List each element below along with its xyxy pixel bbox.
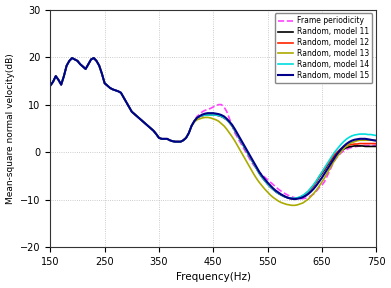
Random, model 15 [254, 166, 259, 169]
Legend: Frame periodicity, Random, model 11, Random, model 12, Random, model 13, Random,: Frame periodicity, Random, model 11, Ran… [275, 13, 372, 83]
Random, model 11 [271, 187, 275, 191]
Random, model 14 [357, 132, 362, 136]
Random, model 13 [83, 67, 88, 71]
Random, model 14 [189, 124, 194, 128]
Random, model 14 [374, 134, 378, 137]
Random, model 12 [271, 187, 275, 191]
Random, model 15 [70, 56, 74, 60]
Random, model 11 [83, 67, 88, 71]
Random, model 12 [48, 84, 53, 87]
Random, model 15 [374, 139, 378, 143]
Frame periodicity [374, 143, 378, 147]
Random, model 14 [70, 56, 74, 60]
Random, model 14 [287, 196, 292, 200]
Line: Random, model 14: Random, model 14 [50, 58, 376, 198]
Random, model 13 [70, 56, 74, 60]
Random, model 13 [374, 139, 378, 142]
Random, model 13 [271, 196, 275, 199]
Random, model 11 [189, 124, 194, 128]
Random, model 14 [271, 187, 275, 191]
Frame periodicity [357, 144, 362, 148]
Frame periodicity [189, 124, 194, 128]
Random, model 14 [48, 84, 53, 87]
Random, model 15 [189, 124, 194, 128]
Line: Random, model 15: Random, model 15 [50, 58, 376, 199]
Line: Random, model 12: Random, model 12 [50, 58, 376, 199]
Random, model 13 [254, 177, 259, 181]
Random, model 11 [127, 105, 131, 109]
Random, model 12 [70, 56, 74, 60]
Random, model 11 [48, 84, 53, 87]
Random, model 14 [254, 167, 259, 170]
Random, model 13 [127, 105, 131, 109]
Random, model 13 [290, 204, 294, 207]
Random, model 13 [189, 124, 194, 128]
Frame periodicity [298, 197, 303, 200]
Frame periodicity [254, 167, 259, 170]
Frame periodicity [271, 183, 275, 186]
Random, model 15 [48, 84, 53, 87]
Random, model 11 [254, 167, 259, 170]
Random, model 13 [48, 84, 53, 87]
Random, model 15 [357, 137, 362, 141]
Random, model 11 [290, 197, 294, 200]
Random, model 12 [374, 142, 378, 145]
X-axis label: Frequency(Hz): Frequency(Hz) [176, 272, 251, 283]
Random, model 12 [83, 67, 88, 71]
Random, model 15 [83, 67, 88, 71]
Frame periodicity [127, 105, 131, 109]
Random, model 12 [127, 105, 131, 109]
Line: Random, model 11: Random, model 11 [50, 58, 376, 199]
Random, model 12 [189, 124, 194, 128]
Random, model 12 [254, 167, 259, 170]
Random, model 15 [292, 198, 297, 201]
Random, model 13 [357, 139, 362, 142]
Random, model 15 [271, 187, 275, 190]
Random, model 12 [290, 197, 294, 200]
Random, model 11 [374, 145, 378, 148]
Line: Frame periodicity: Frame periodicity [50, 58, 376, 199]
Random, model 15 [127, 105, 131, 109]
Random, model 12 [357, 142, 362, 145]
Frame periodicity [70, 56, 74, 60]
Random, model 14 [127, 105, 131, 109]
Y-axis label: Mean-square normal velocity(dB): Mean-square normal velocity(dB) [5, 53, 14, 204]
Frame periodicity [83, 67, 88, 71]
Line: Random, model 13: Random, model 13 [50, 58, 376, 205]
Random, model 11 [70, 56, 74, 60]
Frame periodicity [48, 84, 53, 87]
Random, model 11 [357, 144, 362, 148]
Random, model 14 [83, 67, 88, 71]
